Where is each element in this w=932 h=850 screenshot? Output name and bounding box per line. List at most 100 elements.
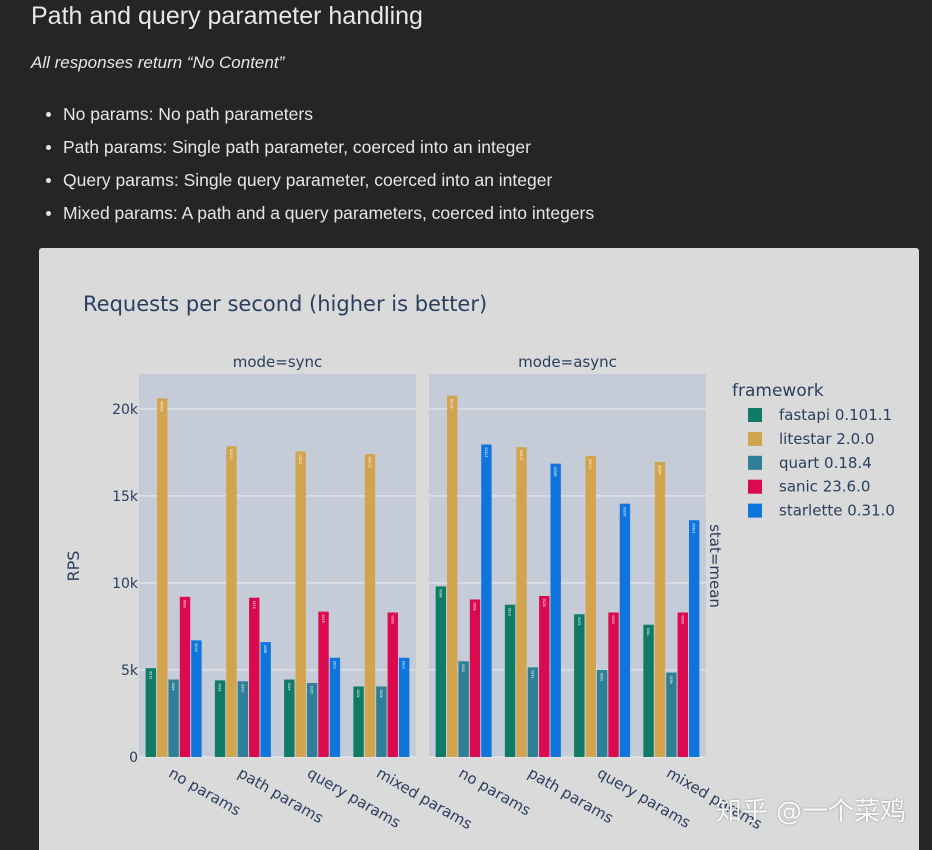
bar-value-label: 17850 [229,449,233,459]
bar [539,595,550,757]
bar-value-label: 9200 [183,600,187,608]
bar-value-label: 13600 [692,523,696,533]
x-tick-label: no params [166,764,244,820]
chart-panel: Requests per second (higher is better) RP… [39,248,919,850]
bar-value-label: 4350 [241,684,245,692]
bar [284,679,295,757]
row-facet-label: stat=mean [706,524,724,608]
legend-swatch [748,408,762,422]
bar-value-label: 4050 [379,689,383,697]
bar-value-label: 6600 [264,645,268,653]
bar-value-label: 6700 [194,643,198,651]
bar-value-label: 4050 [357,689,361,697]
bar-value-label: 8350 [322,615,326,623]
bar-value-label: 7600 [647,628,651,636]
bar [179,596,191,757]
bar [306,683,318,757]
watermark-text: 知乎 @一个菜鸡 [715,797,906,827]
page-subtitle: All responses return “No Content” [31,53,285,72]
bar [516,447,527,757]
bar-value-label: 4850 [669,676,673,684]
bar [666,672,677,757]
bar [157,398,168,757]
bar [295,451,306,757]
bar-value-label: 5500 [462,664,466,672]
bar [214,680,226,757]
bar [677,612,688,757]
bar-value-label: 4450 [287,683,291,691]
list-item: Query params: Single query parameter, co… [31,164,594,197]
bar-value-label: 5700 [402,661,406,669]
bar-value-label: 5700 [333,661,337,669]
bar-value-label: 8300 [681,616,685,624]
bar-value-label: 4400 [218,683,222,691]
bar-value-label: 4250 [310,686,314,694]
bar [447,395,458,757]
legend-label: litestar 2.0.0 [779,430,874,448]
bar-value-label: 8200 [577,617,581,625]
bar-value-label: 14550 [623,507,627,517]
bar-value-label: 9050 [473,602,477,610]
bar [688,520,700,757]
bar [435,586,447,757]
list-item: Path params: Single path parameter, coer… [31,131,594,164]
param-description-list: No params: No path parameters Path param… [31,98,594,230]
y-tick-label: 15k [112,489,139,505]
chart-title: Requests per second (higher is better) [83,292,487,316]
bar [145,668,157,757]
bar-value-label: 17550 [299,454,303,464]
bar [504,604,516,757]
legend-label: starlette 0.31.0 [779,502,895,520]
page-title: Path and query parameter handling [31,2,423,30]
bar [329,657,341,757]
bar-value-label: 17400 [368,457,372,467]
legend-label: fastapi 0.101.1 [779,406,892,424]
bar [574,614,585,757]
bar [398,657,410,757]
y-tick-label: 0 [129,750,138,766]
bar-value-label: 8300 [612,616,616,624]
bar-value-label: 9250 [542,599,546,607]
bar-value-label: 16850 [554,467,558,477]
bar [608,612,619,757]
facet-label: mode=sync [233,353,323,371]
legend-title: framework [732,381,824,401]
bar-value-label: 4450 [172,683,176,691]
bar [237,681,249,757]
legend-label: sanic 23.6.0 [779,478,870,496]
bar [353,686,364,757]
bar [364,454,376,757]
bar [318,611,329,757]
bar-value-label: 20750 [450,399,454,409]
bar-value-label: 17950 [484,448,488,458]
bar [550,463,561,757]
bar-value-label: 17800 [519,450,523,460]
bar-value-label: 5100 [149,671,153,679]
bar [527,667,539,757]
bar-value-label: 20600 [160,401,164,411]
bar-value-label: 5000 [600,673,604,681]
y-tick-label: 5k [121,663,139,679]
bar [596,669,608,757]
bar [619,503,631,757]
legend-swatch [748,479,762,494]
list-item: No params: No path parameters [31,98,594,131]
list-item: Mixed params: A path and a query paramet… [31,197,594,230]
y-axis-label: RPS [64,551,83,582]
bar [260,642,271,757]
bar [469,599,481,757]
bar-value-label: 16950 [658,465,662,475]
legend-label: quart 0.18.4 [779,454,872,472]
bar-value-label: 9800 [439,589,443,597]
bar [458,661,469,757]
y-tick-label: 20k [112,402,139,418]
legend-swatch [748,503,762,518]
bar-value-label: 8750 [508,608,512,616]
bar [387,612,398,757]
bar [376,686,387,757]
legend-swatch [748,455,762,470]
bar [481,444,492,757]
legend-swatch [748,431,762,446]
bar-value-label: 5150 [531,670,535,678]
bar [249,597,260,757]
